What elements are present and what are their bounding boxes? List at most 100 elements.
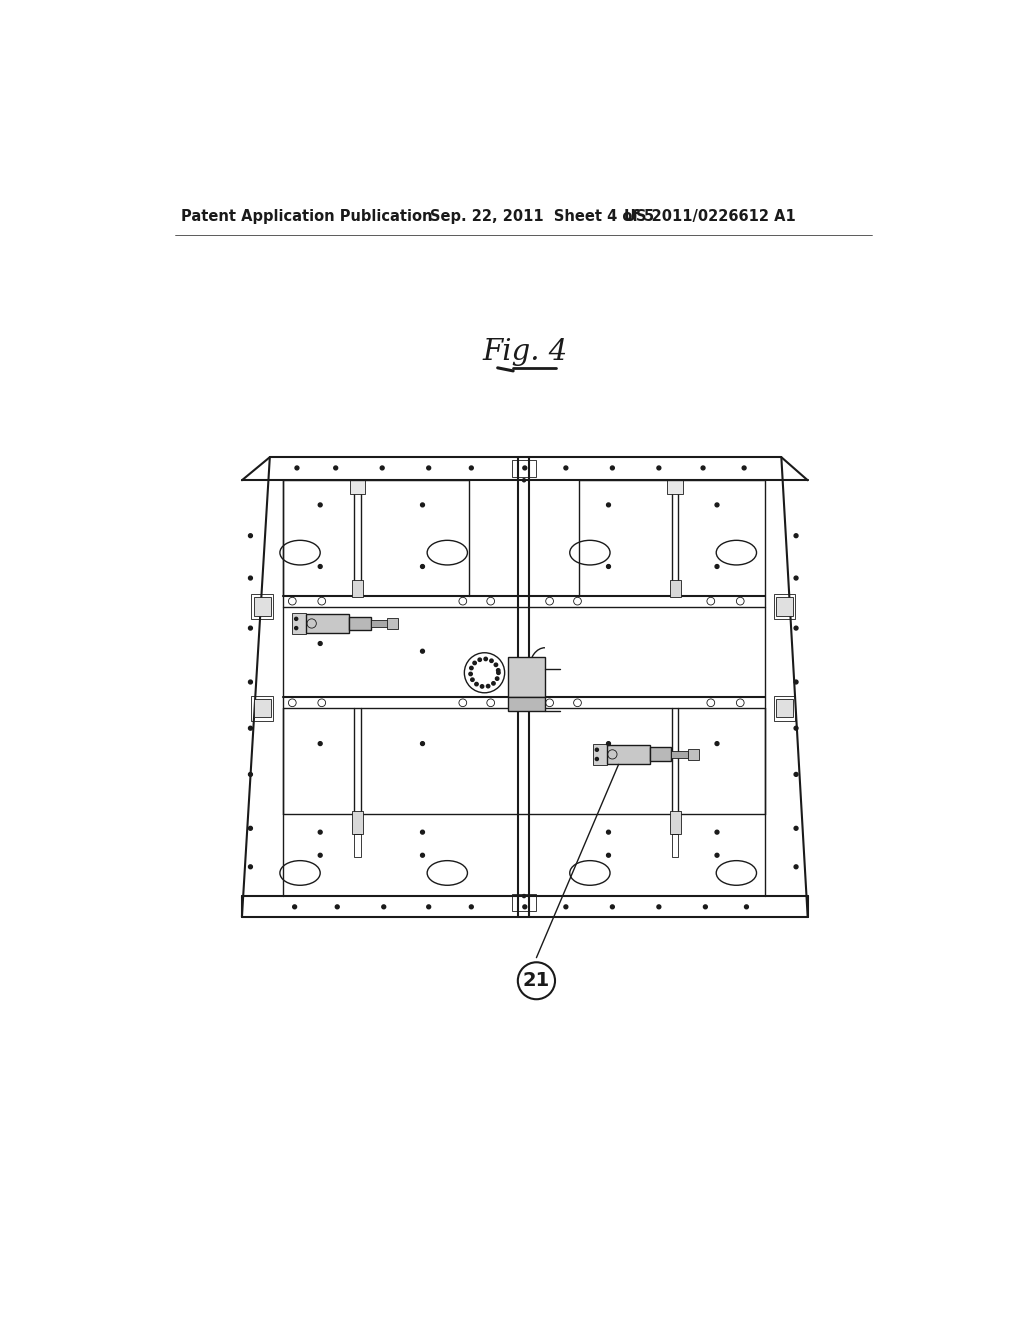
Bar [354, 834, 360, 857]
Circle shape [469, 672, 472, 676]
Circle shape [715, 853, 719, 857]
Circle shape [421, 742, 424, 746]
Bar [773, 594, 796, 619]
Circle shape [318, 565, 323, 569]
Circle shape [318, 742, 323, 746]
Bar [387, 618, 398, 628]
Text: Patent Application Publication: Patent Application Publication [180, 209, 432, 223]
Bar [776, 597, 793, 615]
Circle shape [334, 466, 338, 470]
Circle shape [427, 466, 431, 470]
Circle shape [249, 865, 252, 869]
Circle shape [469, 466, 473, 470]
Circle shape [606, 853, 610, 857]
Circle shape [484, 657, 487, 660]
Bar [672, 834, 678, 857]
Circle shape [318, 853, 323, 857]
Circle shape [421, 503, 424, 507]
Bar [512, 894, 537, 911]
Circle shape [742, 466, 746, 470]
Circle shape [795, 772, 798, 776]
Circle shape [522, 479, 525, 482]
Circle shape [795, 865, 798, 869]
Bar [593, 743, 607, 766]
Circle shape [496, 677, 499, 680]
Circle shape [421, 853, 424, 857]
Circle shape [421, 830, 424, 834]
Circle shape [295, 627, 298, 630]
Circle shape [606, 503, 610, 507]
Circle shape [657, 906, 660, 908]
Bar [508, 657, 545, 697]
Bar [251, 594, 273, 619]
Text: Fig. 4: Fig. 4 [482, 338, 567, 367]
Bar [352, 810, 362, 834]
Circle shape [421, 649, 424, 653]
Circle shape [795, 626, 798, 630]
Circle shape [715, 830, 719, 834]
Circle shape [701, 466, 705, 470]
Circle shape [715, 565, 719, 569]
Bar [292, 612, 306, 635]
Bar [649, 747, 672, 762]
Circle shape [249, 726, 252, 730]
Bar [670, 581, 681, 597]
Circle shape [249, 626, 252, 630]
Circle shape [523, 906, 526, 908]
Circle shape [492, 681, 496, 685]
Circle shape [380, 466, 384, 470]
Circle shape [480, 685, 483, 688]
Circle shape [295, 618, 298, 620]
Circle shape [486, 685, 489, 688]
Bar [306, 614, 349, 632]
Circle shape [606, 742, 610, 746]
Circle shape [715, 503, 719, 507]
Circle shape [495, 663, 498, 667]
Circle shape [595, 748, 598, 751]
Circle shape [469, 906, 473, 908]
Circle shape [421, 565, 424, 569]
Text: Sep. 22, 2011  Sheet 4 of 5: Sep. 22, 2011 Sheet 4 of 5 [430, 209, 654, 223]
Circle shape [427, 906, 431, 908]
Circle shape [795, 680, 798, 684]
Bar [687, 748, 699, 760]
Bar [254, 700, 270, 718]
Circle shape [795, 826, 798, 830]
Circle shape [382, 906, 386, 908]
Circle shape [318, 503, 323, 507]
Bar [670, 810, 681, 834]
Circle shape [249, 826, 252, 830]
Circle shape [564, 466, 568, 470]
Circle shape [489, 659, 494, 663]
Bar [371, 619, 388, 627]
Circle shape [610, 466, 614, 470]
Bar [672, 751, 688, 758]
Bar [254, 597, 270, 615]
Bar [776, 700, 793, 718]
Circle shape [249, 772, 252, 776]
Circle shape [606, 830, 610, 834]
Circle shape [249, 680, 252, 684]
Circle shape [295, 466, 299, 470]
Circle shape [478, 659, 481, 661]
Circle shape [522, 895, 525, 898]
Circle shape [473, 661, 476, 665]
Circle shape [471, 678, 474, 681]
Circle shape [497, 669, 500, 672]
Circle shape [795, 726, 798, 730]
Circle shape [475, 682, 478, 686]
Bar [773, 696, 796, 721]
Circle shape [795, 576, 798, 579]
Circle shape [744, 906, 749, 908]
Bar [512, 461, 537, 478]
Circle shape [335, 906, 339, 908]
Bar [349, 616, 371, 631]
Bar [607, 744, 649, 763]
Bar [508, 697, 545, 711]
Circle shape [564, 906, 568, 908]
Bar [251, 696, 273, 721]
Circle shape [523, 466, 526, 470]
Circle shape [470, 667, 473, 669]
Circle shape [293, 906, 297, 908]
Circle shape [497, 671, 500, 675]
